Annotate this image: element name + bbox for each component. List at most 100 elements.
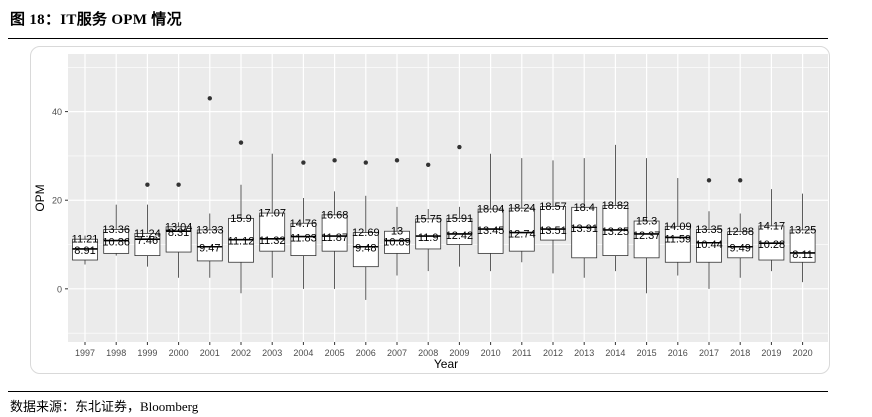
data-label-upper: 18.4 <box>573 202 594 214</box>
box <box>789 229 816 263</box>
data-label-upper: 11.24 <box>134 228 161 240</box>
data-label-upper: 15.3 <box>636 216 657 228</box>
data-label-lower: 11.87 <box>321 232 348 244</box>
figure-title: 图 18：IT服务 OPM 情况 <box>10 12 182 28</box>
x-tick-label: 2003 <box>262 348 282 358</box>
data-label-lower: 11.9 <box>418 232 439 244</box>
box <box>477 208 504 254</box>
outlier-point <box>332 158 337 163</box>
data-label-upper: 13.36 <box>102 224 130 236</box>
data-label-lower: 8.31 <box>168 227 189 239</box>
data-label-lower: 9.47 <box>199 243 220 255</box>
source-divider <box>8 391 828 392</box>
data-label-lower: 8.91 <box>74 245 95 257</box>
title-divider <box>8 38 828 39</box>
x-tick-label: 2001 <box>200 348 220 358</box>
box <box>664 225 691 263</box>
data-label-upper: 15.9 <box>230 213 251 225</box>
x-tick-label: 2008 <box>418 348 438 358</box>
data-label-upper: 12.88 <box>726 226 754 238</box>
y-tick-label: 40 <box>52 107 62 117</box>
x-tick-label: 2013 <box>574 348 594 358</box>
data-label-lower: 11.12 <box>228 236 255 248</box>
data-label-upper: 18.57 <box>539 201 567 213</box>
box <box>508 207 535 252</box>
x-tick-label: 2004 <box>293 348 313 358</box>
data-label-upper: 14.76 <box>290 218 318 230</box>
data-label-upper: 13.04 <box>165 221 193 233</box>
data-label-upper: 18.04 <box>477 204 505 216</box>
box <box>415 218 442 250</box>
x-tick-label: 1998 <box>106 348 126 358</box>
outlier-point <box>426 162 431 167</box>
data-label-lower: 11.32 <box>259 235 286 247</box>
x-tick-label: 2006 <box>356 348 376 358</box>
data-label-lower: 13.91 <box>570 223 598 235</box>
outlier-point <box>176 182 181 187</box>
x-tick-label: 2005 <box>325 348 345 358</box>
data-label-lower: 10.28 <box>758 239 786 251</box>
x-tick-label: 2002 <box>231 348 251 358</box>
x-tick-label: 2007 <box>387 348 407 358</box>
data-label-lower: 9.49 <box>729 243 750 255</box>
x-tick-label: 1997 <box>75 348 95 358</box>
outliers-layer <box>145 96 743 187</box>
data-label-upper: 13.33 <box>196 224 224 236</box>
data-label-upper: 16.68 <box>321 209 349 221</box>
data-label-lower: 13.25 <box>602 226 630 238</box>
outlier-point <box>301 160 306 165</box>
y-tick-label: 20 <box>52 196 62 206</box>
outlier-point <box>145 182 150 187</box>
x-tick-label: 2010 <box>481 348 501 358</box>
data-label-lower: 11.59 <box>664 233 691 245</box>
box <box>103 229 130 254</box>
data-label-upper: 13.35 <box>695 224 723 236</box>
box <box>540 206 566 241</box>
data-label-lower: 9.48 <box>355 243 376 255</box>
x-tick-label: 2000 <box>169 348 189 358</box>
box <box>633 220 660 259</box>
box <box>290 222 317 257</box>
box <box>446 217 473 245</box>
x-tick-label: 2016 <box>668 348 688 358</box>
data-label-upper: 14.09 <box>664 221 692 233</box>
x-tick-label: 2011 <box>512 348 531 358</box>
x-tick-label: 2015 <box>637 348 657 358</box>
x-tick-label: 1999 <box>137 348 157 358</box>
outlier-point <box>363 160 368 165</box>
data-label-lower: 8.11 <box>792 249 813 261</box>
outlier-point <box>238 140 244 145</box>
x-tick-label: 2018 <box>730 348 750 358</box>
y-tick-label: 0 <box>57 284 62 294</box>
plot-panel <box>68 54 828 342</box>
medians-layer <box>72 226 816 254</box>
data-label-upper: 15.75 <box>414 213 442 225</box>
x-tick-label: 2014 <box>605 348 625 358</box>
data-label-upper: 18.82 <box>602 200 630 212</box>
box <box>196 229 223 262</box>
data-label-lower: 10.89 <box>383 237 411 249</box>
data-label-lower: 11.83 <box>290 233 317 245</box>
source-note: 数据来源：东北证券，Bloomberg <box>10 399 199 414</box>
data-label-upper: 11.21 <box>72 234 99 246</box>
data-label-lower: 12.37 <box>633 230 661 242</box>
box <box>727 231 754 259</box>
boxes-layer <box>72 205 816 268</box>
data-label-upper: 15.91 <box>446 213 474 225</box>
data-label-upper: 13.25 <box>789 224 817 236</box>
data-label-lower: 13.51 <box>539 225 567 237</box>
data-label-lower: 13.45 <box>477 225 505 237</box>
x-tick-label: 2009 <box>449 348 469 358</box>
box <box>321 214 348 252</box>
x-tick-label: 2017 <box>699 348 719 358</box>
box <box>696 229 722 263</box>
x-tick-label: 2012 <box>543 348 563 358</box>
whiskers-layer <box>84 144 803 300</box>
data-label-upper: 17.07 <box>258 208 286 220</box>
data-label-lower: 10.44 <box>695 239 723 251</box>
grid-lines <box>68 54 828 342</box>
data-label-lower: 7.46 <box>137 235 158 247</box>
x-axis-title: Year <box>434 357 458 371</box>
